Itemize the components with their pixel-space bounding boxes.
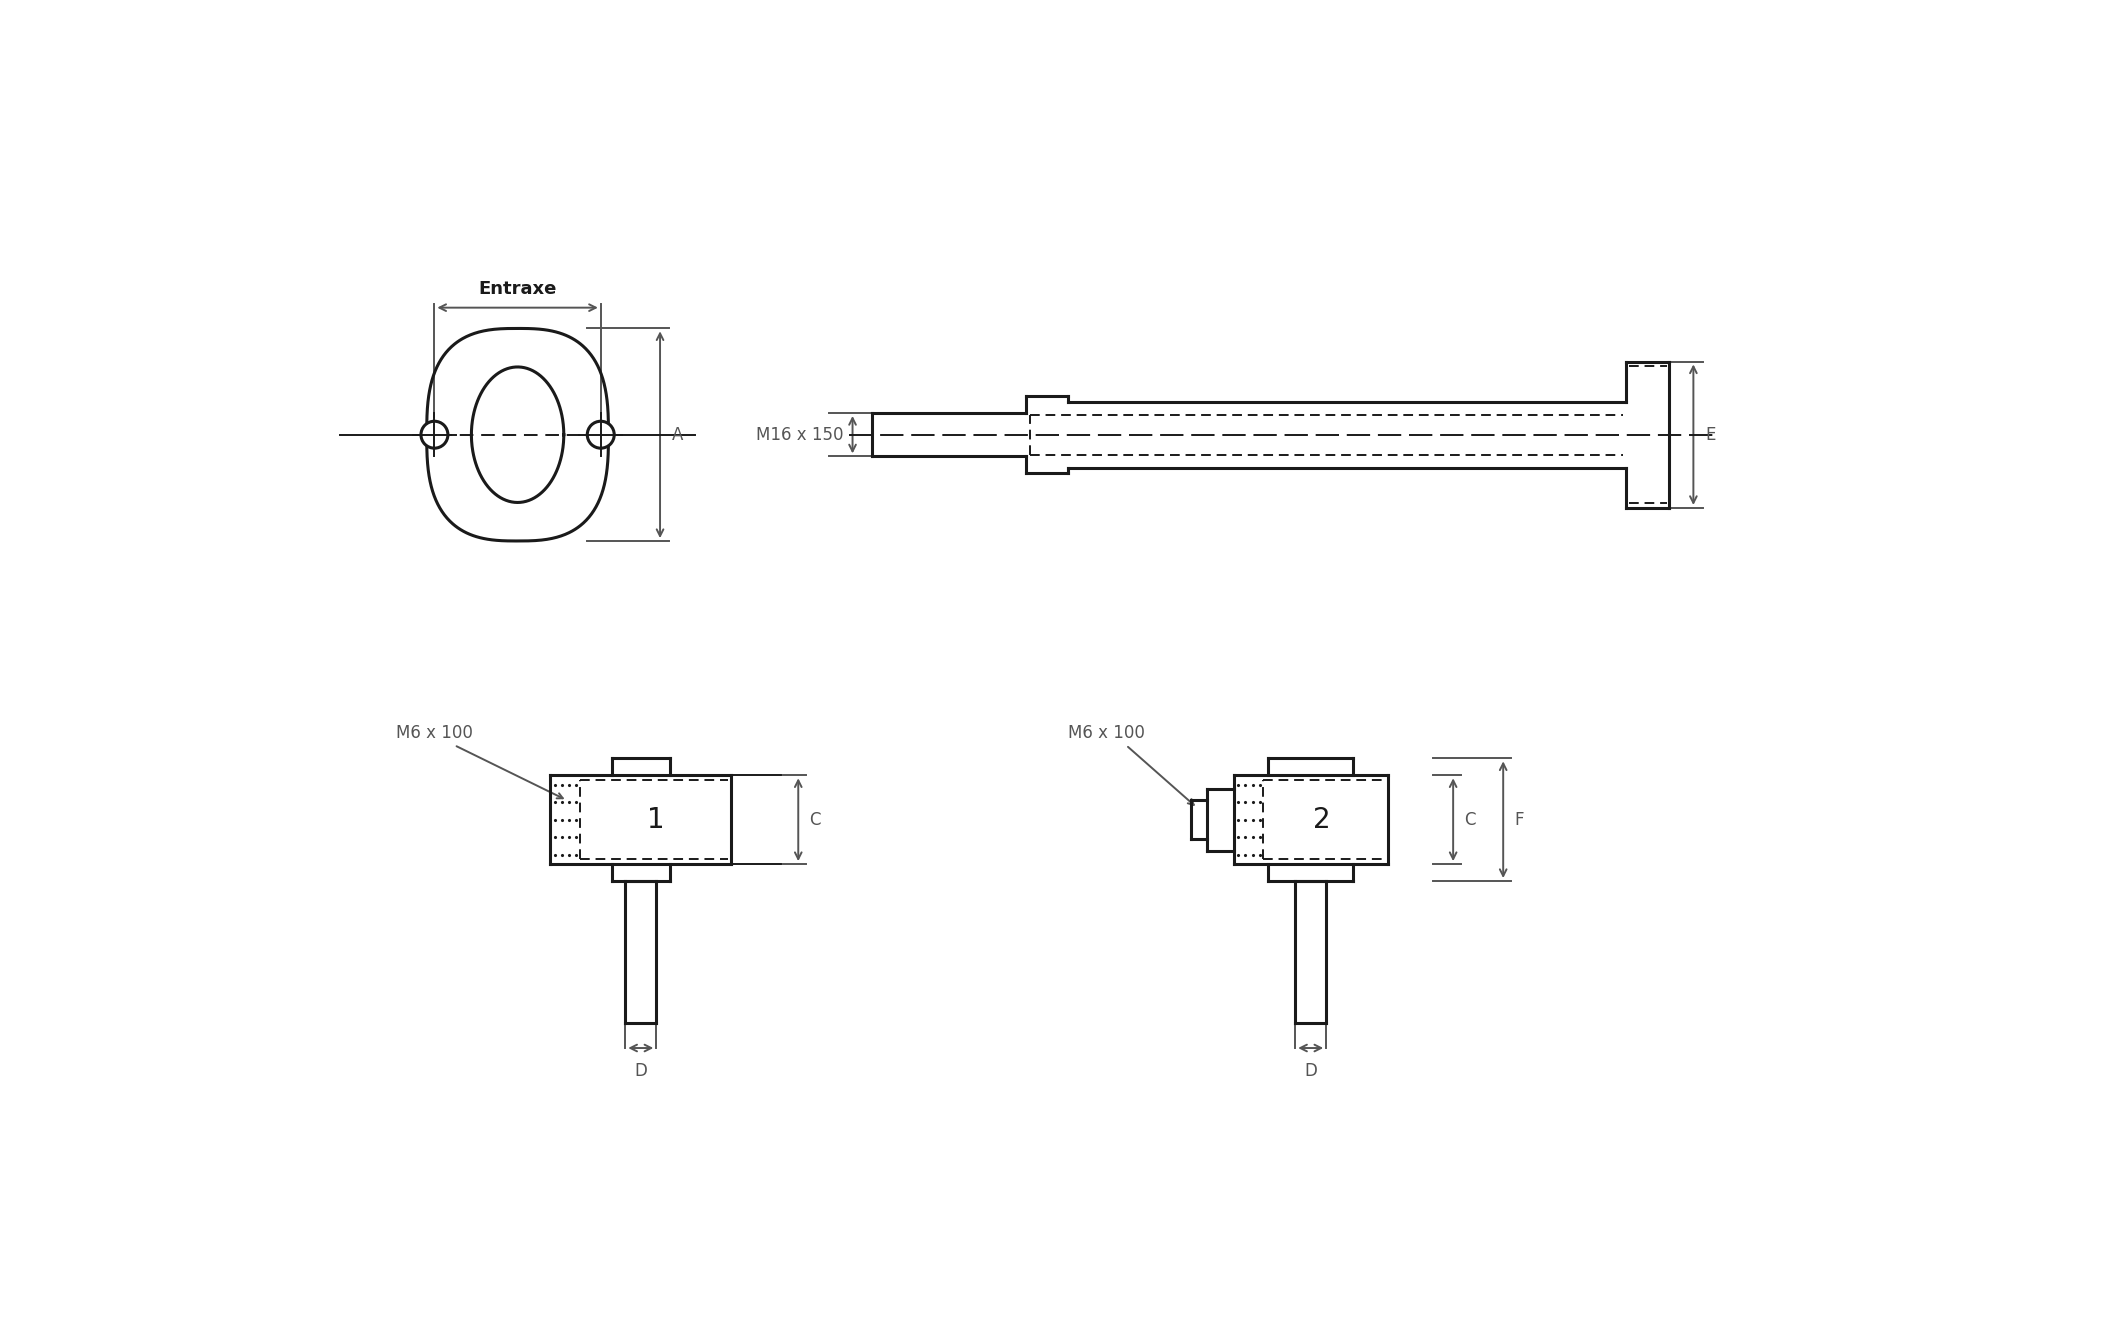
Text: F: F	[1514, 811, 1523, 828]
Text: D: D	[1304, 1062, 1317, 1080]
Text: 1: 1	[647, 806, 666, 834]
Text: M6 x 100: M6 x 100	[1068, 724, 1144, 741]
Text: 2: 2	[1314, 806, 1332, 834]
Text: C: C	[1463, 811, 1476, 828]
Text: A: A	[672, 426, 683, 443]
Circle shape	[587, 421, 615, 448]
Text: D: D	[634, 1062, 647, 1080]
Text: M16 x 150: M16 x 150	[755, 426, 842, 443]
Text: E: E	[1706, 426, 1714, 443]
Circle shape	[421, 421, 449, 448]
Text: C: C	[808, 811, 821, 828]
Text: M6 x 100: M6 x 100	[396, 724, 472, 741]
Text: Entraxe: Entraxe	[479, 281, 557, 298]
